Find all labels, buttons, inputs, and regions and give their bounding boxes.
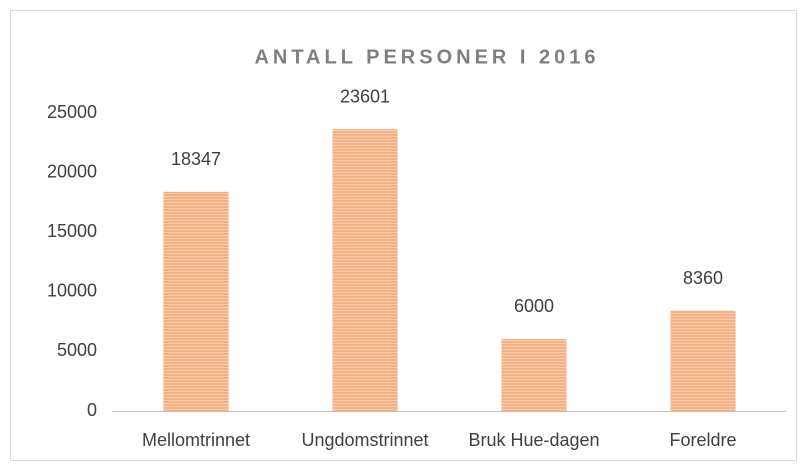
x-tick-label: Mellomtrinnet: [142, 430, 250, 450]
chart-border: [10, 10, 797, 461]
y-tick-label: 25000: [47, 102, 97, 122]
data-label: 8360: [683, 268, 723, 288]
bar: [501, 338, 567, 412]
x-tick-label: Foreldre: [669, 430, 736, 450]
bar: [670, 310, 736, 412]
data-label: 6000: [514, 296, 554, 316]
y-tick-label: 20000: [47, 161, 97, 181]
y-tick-label: 10000: [47, 281, 97, 301]
data-label: 23601: [340, 86, 390, 106]
bar: [332, 129, 398, 412]
data-label: 18347: [171, 149, 221, 169]
chart-title: ANTALL PERSONER I 2016: [254, 46, 599, 68]
x-tick-label: Ungdomstrinnet: [301, 430, 428, 450]
x-tick-label: Bruk Hue-dagen: [468, 430, 599, 450]
bar: [163, 191, 229, 412]
y-tick-label: 5000: [57, 340, 97, 360]
y-tick-label: 15000: [47, 221, 97, 241]
y-tick-label: 0: [87, 400, 97, 420]
